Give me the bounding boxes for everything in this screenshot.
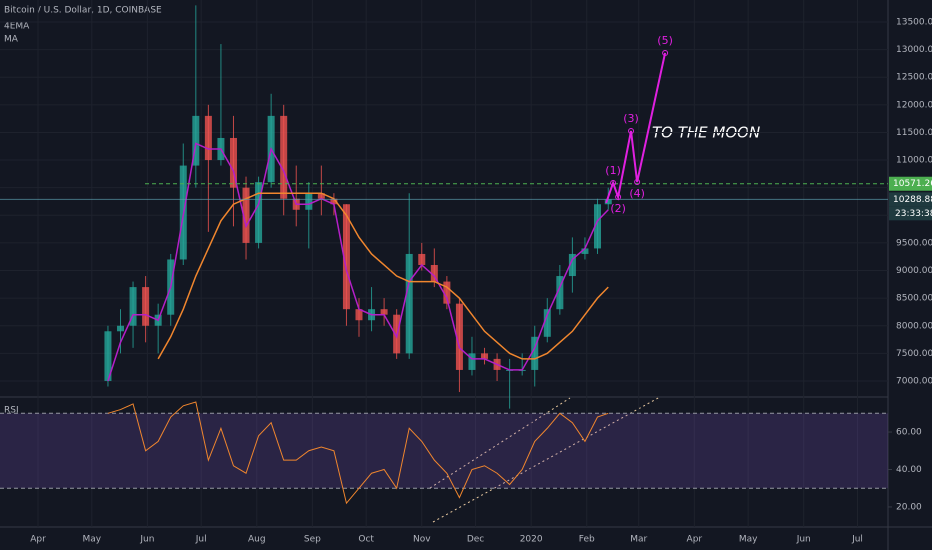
candle-body xyxy=(543,309,551,337)
candle-body xyxy=(443,281,451,304)
candle-body xyxy=(305,193,313,210)
candle-body xyxy=(481,353,489,359)
last-price-label: 10288.88 xyxy=(893,195,932,205)
wave-label: (4) xyxy=(629,187,645,200)
x-tick-label: Oct xyxy=(358,535,374,545)
indicator-line xyxy=(107,142,609,382)
x-tick-label: Nov xyxy=(413,535,431,545)
y-tick-label: 9000.00 xyxy=(896,266,932,276)
candle-body xyxy=(229,137,237,188)
indicator-label: MA xyxy=(4,35,19,45)
wave-label: (2) xyxy=(610,202,626,215)
x-tick-label: Mar xyxy=(630,535,647,545)
level-label: 10571.26 xyxy=(893,179,932,189)
wave-label: (5) xyxy=(657,34,673,47)
x-tick-label: Dec xyxy=(467,535,484,545)
wave-point xyxy=(634,178,641,185)
x-tick-label: Jul xyxy=(195,535,207,545)
countdown: 23:33:38 xyxy=(895,209,932,219)
y-tick-label: 7000.00 xyxy=(896,376,932,386)
candle-body xyxy=(604,199,612,205)
candle-body xyxy=(593,204,601,249)
y-tick-label: 12500.00 xyxy=(896,73,932,83)
y-tick-label: 13000.00 xyxy=(896,45,932,55)
candle-body xyxy=(129,287,137,326)
candle-body xyxy=(568,253,576,277)
y-tick-label: 60.00 xyxy=(896,428,922,438)
x-tick-label: 2020 xyxy=(520,535,543,545)
x-tick-label: Sep xyxy=(304,535,321,545)
x-tick-label: Aug xyxy=(248,535,266,545)
y-tick-label: 7500.00 xyxy=(896,349,932,359)
price-tag xyxy=(889,206,932,221)
wave-projection xyxy=(605,52,667,204)
wave-point xyxy=(610,179,617,186)
candle-body xyxy=(242,187,250,243)
x-tick-label: Jun xyxy=(796,535,811,545)
candle-body xyxy=(430,264,438,282)
wave-point xyxy=(628,127,635,134)
candle-body xyxy=(342,204,350,310)
candle-body xyxy=(556,276,564,310)
y-tick-label: 9500.00 xyxy=(896,238,932,248)
candle-body xyxy=(104,331,112,381)
y-tick-label: 13500.00 xyxy=(896,17,932,27)
candle-body xyxy=(380,309,388,315)
wave-point xyxy=(615,193,622,200)
x-tick-label: May xyxy=(739,535,758,545)
x-tick-label: Jun xyxy=(139,535,154,545)
candle-body xyxy=(455,303,463,370)
symbol-title: Bitcoin / U.S. Dollar, 1D, COINBASE xyxy=(4,6,162,16)
candle-body xyxy=(317,193,325,199)
candle-body xyxy=(142,287,150,326)
candle-body xyxy=(468,353,476,370)
price-tag xyxy=(889,192,932,207)
wave-point xyxy=(662,49,669,56)
x-tick-label: Apr xyxy=(687,535,703,545)
y-tick-label: 11000.00 xyxy=(896,156,932,166)
indicator-label: 4EMA xyxy=(4,22,30,32)
candle-body xyxy=(405,253,413,354)
candle-body xyxy=(581,248,589,254)
x-tick-label: Jul xyxy=(851,535,863,545)
rsi-band xyxy=(0,413,888,489)
candle-body xyxy=(192,115,200,166)
y-tick-label: 40.00 xyxy=(896,465,922,475)
candle-body xyxy=(117,325,125,332)
candle-body xyxy=(255,182,263,243)
y-tick-label: 8500.00 xyxy=(896,294,932,304)
y-tick-label: 12000.00 xyxy=(896,100,932,110)
x-tick-label: May xyxy=(83,535,102,545)
y-tick-label: 20.00 xyxy=(896,502,922,512)
x-tick-label: Feb xyxy=(579,535,595,545)
x-tick-label: Apr xyxy=(30,535,46,545)
candle-body xyxy=(531,336,539,370)
y-tick-label: 11500.00 xyxy=(896,128,932,138)
candle-body xyxy=(280,115,288,199)
wave-label: (3) xyxy=(623,112,639,125)
rsi-title: RSI xyxy=(4,406,19,416)
indicator-line xyxy=(107,401,609,505)
candle-body xyxy=(418,253,426,265)
candle-body xyxy=(330,198,338,205)
indicator-line xyxy=(157,192,609,360)
wave-label: (1) xyxy=(605,164,621,177)
y-tick-label: 8000.00 xyxy=(896,321,932,331)
candle-body xyxy=(355,309,363,321)
price-tag xyxy=(889,176,932,191)
candle-body xyxy=(204,115,212,161)
rsi-trendline xyxy=(432,396,661,523)
